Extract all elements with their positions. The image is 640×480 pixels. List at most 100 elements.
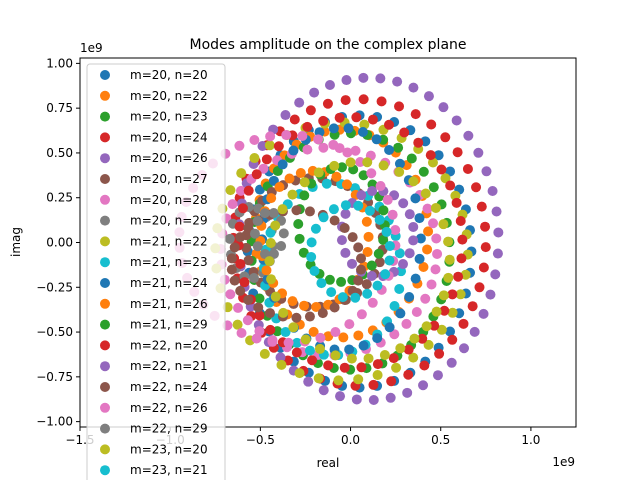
data-point [309,87,320,98]
data-point [491,206,502,217]
data-point [270,291,281,302]
data-point [268,208,279,219]
data-point [313,134,324,145]
legend-marker [100,382,110,392]
data-point [321,178,332,189]
data-point [265,131,276,142]
data-point [395,343,406,354]
data-point [447,307,458,318]
data-point [420,188,431,199]
legend-items: m=20, n=20 m=20, n=22 m=20, n=23 m=20, n=24… [100,68,208,477]
data-point [413,137,424,148]
data-point [384,119,395,130]
data-point [457,234,468,245]
data-point [302,121,313,132]
data-point [394,101,405,112]
data-point [331,171,342,182]
legend-marker [100,340,110,351]
legend-label: m=21, n=29 [130,318,208,332]
data-point [430,202,441,213]
data-point [353,330,364,341]
x-axis-offset-label: 1e9 [552,455,575,469]
data-point [265,227,276,238]
data-point [459,343,470,354]
y-axis-label: imag [9,227,23,257]
data-point [299,300,310,311]
data-point [423,339,434,350]
data-point [293,218,304,229]
data-point [394,284,405,295]
data-point [356,362,367,373]
data-point [283,337,294,348]
legend-label: m=20, n=22 [130,89,208,103]
data-point [264,256,275,267]
y-tick-label: −0.25 [36,280,73,294]
data-point [243,255,254,266]
data-point [339,362,350,373]
legend-label: m=22, n=24 [130,380,208,394]
data-point [431,306,442,317]
data-point [378,160,389,171]
data-point [351,112,362,123]
data-point [342,147,353,158]
data-point [336,235,347,246]
legend-marker [100,70,110,80]
data-point [243,185,254,196]
legend-label: m=20, n=26 [130,151,208,165]
data-point [253,302,264,313]
legend-marker [100,257,110,268]
data-point [317,308,328,319]
legend-label: m=22, n=29 [130,422,208,436]
data-point [277,204,288,215]
data-point [314,343,325,354]
data-point [299,190,310,201]
legend-frame [86,63,226,480]
legend-label: m=20, n=23 [130,110,208,124]
data-point [384,255,395,266]
data-point [356,253,367,264]
legend-marker [100,194,110,205]
legend-label: m=23, n=20 [130,442,208,456]
data-point [493,227,504,238]
data-point [281,130,292,141]
data-point [358,340,369,351]
data-point [307,355,318,366]
data-point [353,275,364,286]
data-point [394,248,405,259]
data-point [372,333,383,344]
data-point [299,177,310,188]
data-point [318,385,329,396]
data-point [234,221,245,232]
data-point [236,168,247,179]
data-point [278,307,289,318]
data-point [235,185,246,196]
data-point [333,375,344,386]
data-point [362,288,373,299]
x-tick-label: 0.0 [341,433,360,447]
data-point [304,345,315,356]
data-point [469,326,480,337]
data-point [371,134,382,145]
data-point [362,247,373,258]
data-point [366,168,377,179]
data-point [274,182,285,193]
data-point [478,262,489,273]
data-point [336,162,347,173]
legend-label: m=21, n=22 [130,234,208,248]
data-point [345,157,356,168]
data-point [306,237,317,248]
data-point [284,173,295,184]
data-point [249,153,260,164]
data-point [225,289,236,300]
legend-label: m=21, n=24 [130,276,208,290]
data-point [419,360,430,371]
data-point [368,379,379,390]
data-point [313,373,324,384]
data-point [251,333,262,344]
y-tick-label: 0.00 [46,236,73,250]
data-point [410,273,421,284]
data-point [297,131,308,142]
data-point [340,208,351,219]
data-point [277,159,288,170]
data-point [394,166,405,177]
